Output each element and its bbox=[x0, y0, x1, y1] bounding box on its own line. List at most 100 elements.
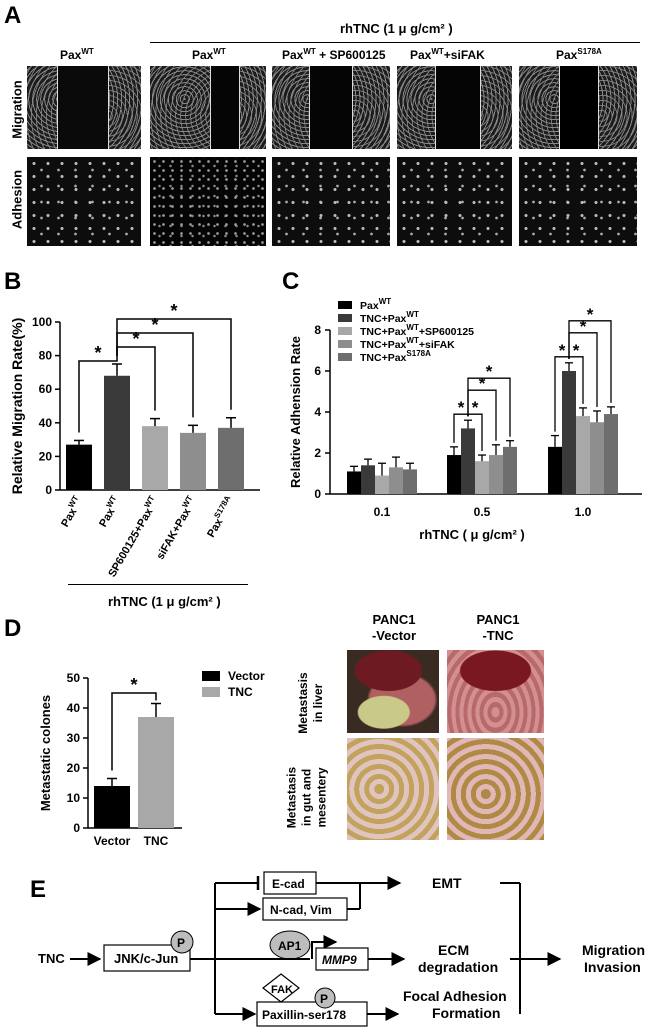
col-header-5: PaxS178A bbox=[556, 47, 602, 62]
phospho-circle-2 bbox=[314, 987, 336, 1009]
d-significance-star: * bbox=[130, 675, 137, 695]
panel-b-label: B bbox=[4, 268, 22, 295]
d-legend-swatch bbox=[202, 671, 220, 681]
c-significance-star: * bbox=[587, 305, 594, 324]
c-y-tick-label: 4 bbox=[314, 405, 321, 419]
b-significance-bracket bbox=[78, 356, 118, 433]
node-focal-1: Focal Adhesion bbox=[403, 988, 507, 1004]
panel-d-label: D bbox=[4, 615, 22, 642]
photo-vector-gut bbox=[347, 738, 439, 840]
d-legend-label: Vector bbox=[228, 669, 265, 683]
c-x-tick-label: 1.0 bbox=[575, 505, 592, 519]
adhesion-image-2 bbox=[150, 157, 266, 246]
row-label-migration: Migration bbox=[9, 80, 25, 139]
panel-c-label: C bbox=[282, 268, 300, 295]
treatment-header-line bbox=[150, 42, 640, 43]
adhesion-image-1 bbox=[27, 157, 141, 246]
d-significance-bracket bbox=[111, 692, 157, 771]
c-bar bbox=[604, 414, 618, 494]
c-legend-label: PaxWT bbox=[360, 297, 391, 312]
c-y-tick-label: 6 bbox=[314, 364, 321, 378]
panel-b-treatment-line bbox=[68, 584, 248, 585]
c-significance-star: * bbox=[458, 398, 465, 417]
c-bar bbox=[503, 446, 517, 494]
b-significance-bracket bbox=[116, 318, 232, 410]
d-y-tick-label: 10 bbox=[67, 791, 81, 805]
photo-header-vector: PANC1 -Vector bbox=[371, 612, 417, 643]
b-significance-star: * bbox=[132, 329, 139, 349]
c-legend-swatch bbox=[338, 301, 352, 309]
c-x-tick-label: 0.1 bbox=[374, 505, 391, 519]
c-significance-star: * bbox=[580, 317, 587, 336]
node-jnk: JNK/c-Jun bbox=[114, 951, 178, 966]
node-ecad: E-cad bbox=[272, 877, 305, 891]
c-significance-star: * bbox=[479, 374, 486, 393]
node-invasion: Invasion bbox=[584, 959, 641, 975]
c-bar bbox=[389, 467, 403, 494]
b-x-tick-label: PaxWT bbox=[57, 494, 86, 529]
c-significance-star: * bbox=[472, 398, 479, 417]
col-header-1: PaxWT bbox=[60, 47, 94, 62]
migration-image-2 bbox=[150, 66, 266, 149]
b-y-tick-label: 80 bbox=[39, 349, 53, 363]
c-bar bbox=[590, 422, 604, 494]
c-bar bbox=[375, 475, 389, 494]
pathway-diagram: TNC JNK/c-Jun P E-cad N-cad, Vim EMT AP1… bbox=[38, 871, 645, 1027]
c-bar bbox=[548, 446, 562, 494]
b-x-tick-label: siFAK+PaxWT bbox=[152, 494, 200, 562]
b-bar bbox=[104, 375, 130, 490]
b-bar bbox=[142, 426, 168, 490]
panel-b-chart: 0 20 40 60 80 100 Relative Migration Rate(%) Pa… bbox=[9, 301, 260, 579]
c-legend-label: TNC+PaxWT+siFAK bbox=[360, 336, 455, 351]
node-ncad: N-cad, Vim bbox=[270, 903, 332, 917]
c-bar bbox=[461, 428, 475, 494]
c-legend-swatch bbox=[338, 340, 352, 348]
b-y-axis-label: Relative Migration Rate(%) bbox=[9, 318, 25, 495]
photo-vector-liver bbox=[347, 650, 439, 733]
migration-image-4 bbox=[397, 66, 512, 149]
c-y-tick-label: 0 bbox=[314, 487, 321, 501]
photo-row-gut: Metastasis in gut and mesentery bbox=[284, 766, 329, 829]
c-bar bbox=[447, 455, 461, 494]
c-significance-bracket bbox=[467, 377, 511, 437]
d-y-tick-label: 50 bbox=[67, 671, 81, 685]
phospho-label-2: P bbox=[320, 992, 328, 1006]
adhesion-image-4 bbox=[397, 157, 512, 246]
d-x-tick-label: Vector bbox=[94, 834, 131, 848]
b-x-tick-label: PaxWT bbox=[95, 494, 124, 529]
b-y-tick-label: 40 bbox=[39, 416, 53, 430]
d-y-tick-label: 0 bbox=[73, 821, 80, 835]
c-legend-label: TNC+PaxWT bbox=[360, 310, 419, 325]
adhesion-image-3 bbox=[272, 157, 390, 246]
b-y-tick-label: 20 bbox=[39, 449, 53, 463]
node-mmp9: MMP9 bbox=[322, 953, 357, 967]
c-bar bbox=[475, 461, 489, 494]
c-y-tick-label: 2 bbox=[314, 446, 321, 460]
node-focal-2: Formation bbox=[432, 1005, 500, 1021]
photo-tnc-liver bbox=[447, 650, 544, 733]
col-header-3: PaxWT + SP600125 bbox=[282, 47, 386, 62]
d-legend-label: TNC bbox=[228, 685, 253, 699]
d-x-tick-label: TNC bbox=[144, 834, 169, 848]
col-header-2: PaxWT bbox=[192, 47, 226, 62]
b-y-tick-label: 0 bbox=[45, 483, 52, 497]
b-significance-star: * bbox=[151, 315, 158, 335]
node-fak: FAK bbox=[271, 984, 293, 996]
d-bar bbox=[138, 717, 174, 828]
migration-image-1 bbox=[27, 66, 141, 149]
photo-row-liver: Metastasis in liver bbox=[296, 672, 325, 734]
c-legend-swatch bbox=[338, 353, 352, 361]
node-migration: Migration bbox=[582, 942, 645, 958]
migration-image-5 bbox=[519, 66, 637, 149]
arrow-transcription bbox=[311, 935, 338, 959]
node-ap1: AP1 bbox=[278, 939, 302, 953]
c-x-axis-label: rhTNC ( μ g/cm² ) bbox=[419, 527, 524, 542]
panel-c-chart: 0 2 4 6 8 Relative Adhension Rate 0.1 0.5 1.0 rhT… bbox=[288, 297, 642, 542]
panel-d-chart: 0 10 20 30 40 50 Metastatic colones Vector TNC * V… bbox=[38, 669, 265, 848]
b-y-tick-label: 100 bbox=[32, 315, 52, 329]
node-tnc: TNC bbox=[38, 951, 65, 966]
photo-tnc-gut bbox=[447, 738, 544, 840]
node-paxillin-box bbox=[256, 1001, 368, 1027]
b-y-tick-label: 60 bbox=[39, 382, 53, 396]
c-y-axis-label: Relative Adhension Rate bbox=[288, 336, 303, 488]
